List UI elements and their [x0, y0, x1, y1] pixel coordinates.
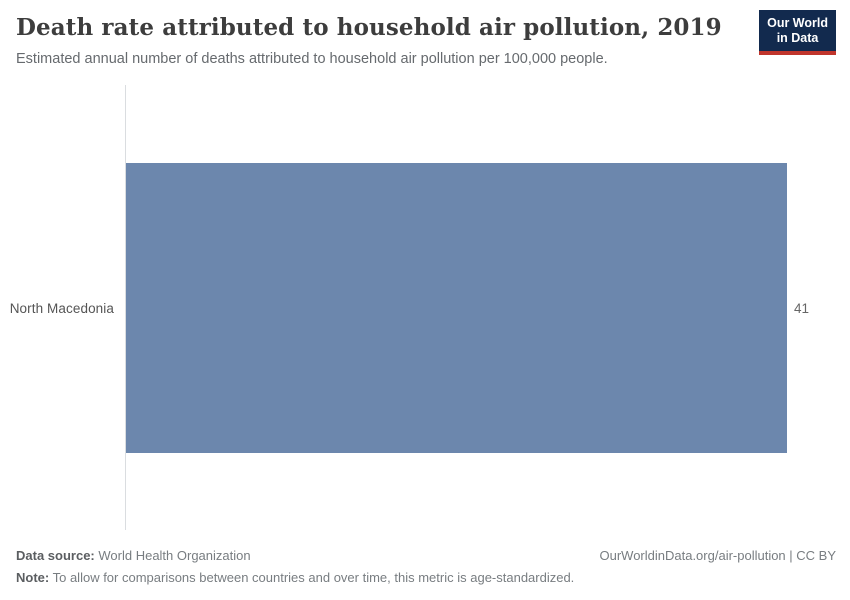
owid-logo: Our World in Data	[759, 10, 836, 55]
note-label: Note:	[16, 570, 50, 585]
bar-row: 41	[126, 163, 809, 453]
bar-north-macedonia[interactable]	[126, 163, 787, 453]
note-value: To allow for comparisons between countri…	[52, 570, 575, 585]
bar-chart: North Macedonia 41	[0, 85, 850, 530]
data-source-value: World Health Organization	[98, 548, 251, 563]
data-source-label: Data source:	[16, 548, 95, 563]
footer: Data source: World Health Organization O…	[16, 548, 836, 585]
category-label-north-macedonia: North Macedonia	[9, 300, 114, 316]
logo-line-1: Our World	[767, 16, 828, 30]
note-line: Note: To allow for comparisons between c…	[16, 570, 836, 585]
bar-value-label: 41	[793, 300, 809, 316]
y-axis-line	[125, 85, 126, 530]
page-title: Death rate attributed to household air p…	[16, 14, 722, 41]
chart-subtitle: Estimated annual number of deaths attrib…	[16, 51, 608, 67]
header: Death rate attributed to household air p…	[16, 14, 746, 68]
attribution-link[interactable]: OurWorldinData.org/air-pollution | CC BY	[599, 548, 836, 563]
logo-line-2: in Data	[776, 31, 819, 46]
data-source-line: Data source: World Health Organization	[16, 548, 251, 563]
